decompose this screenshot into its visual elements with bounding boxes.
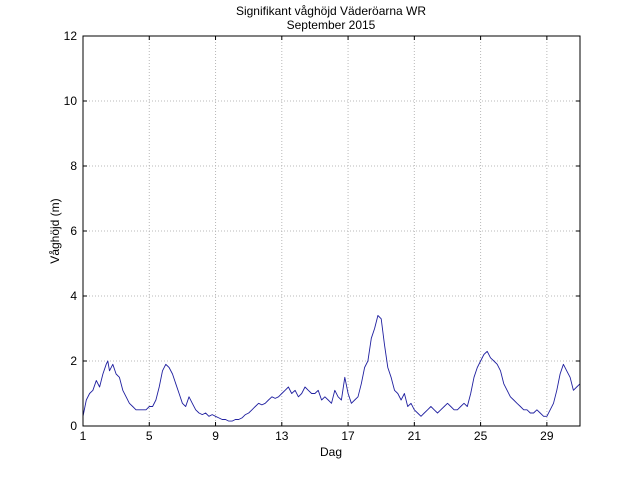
x-axis-label: Dag [320,445,342,459]
y-tick-label: 8 [70,159,77,173]
y-tick-label: 0 [70,419,77,433]
chart-title: Signifikant våghöjd Väderöarna WR [236,4,426,18]
series-layer [82,315,581,422]
y-tick-label: 2 [70,354,77,368]
y-tick-label: 10 [64,94,78,108]
y-tick-label: 6 [70,224,77,238]
chart-subtitle: September 2015 [287,18,376,32]
x-tick-label: 17 [341,429,355,443]
y-axis-label: Våghöjd (m) [48,198,62,263]
x-tick-label: 5 [146,429,153,443]
series-line [82,315,581,422]
x-tick-label: 29 [540,429,554,443]
x-tick-label: 13 [275,429,289,443]
x-tick-label: 9 [212,429,219,443]
x-tick-label: 1 [80,429,87,443]
y-tick-label: 4 [70,289,77,303]
x-tick-label: 25 [474,429,488,443]
plot-area [83,36,580,426]
grid [83,36,580,426]
y-tick-label: 12 [64,29,78,43]
x-tick-label: 21 [408,429,422,443]
ticks: 1 5 9 13 17 21 25 29 0 2 4 6 8 10 12 [64,29,580,443]
